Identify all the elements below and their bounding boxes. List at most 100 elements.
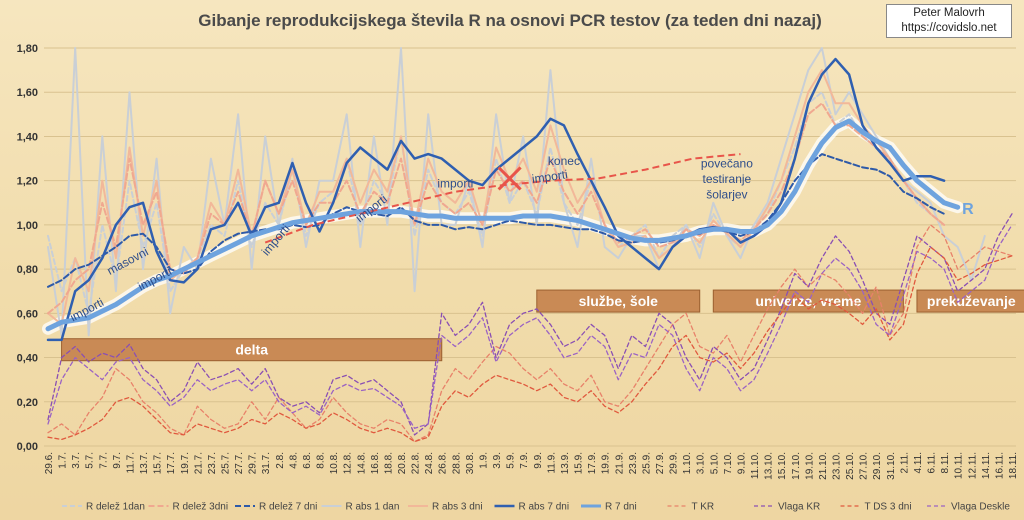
credit-author: Peter Malovrh [913,7,985,19]
series-line [47,213,1013,436]
y-tick-label: 0,20 [17,397,38,409]
legend-label: R abs 7 dni [519,502,570,513]
x-tick-label: 1.10. [682,452,693,474]
cross-mark [497,166,522,191]
x-tick-label: 21.7. [193,452,204,474]
x-tick-label: 1.7. [58,452,69,469]
x-tick-label: 13.7. [139,452,150,474]
x-tick-label: 29.7. [248,452,259,474]
x-tick-label: 30.8. [465,452,476,474]
x-axis: 29.6. 1.7. 3.7. 5.7. 7.7. 9.7. 11.7. 13.7. 15.7.… [44,452,1019,480]
x-tick-label: 25.7. [221,452,232,474]
x-tick-label: 27.9. [655,452,666,474]
y-tick-label: 0,80 [17,264,38,276]
x-tick-label: 31.7. [261,452,272,474]
legend-label: T KR [692,502,715,513]
x-tick-label: 9.7. [112,452,123,469]
x-tick-label: 21.10. [818,452,829,480]
y-tick-label: 0,40 [17,353,38,365]
x-tick-label: 8.11. [940,452,951,474]
band-label: prekuževanje [927,293,1016,309]
x-tick-label: 21.9. [614,452,625,474]
x-tick-label: 11.9. [546,452,557,474]
legend-label: R abs 1 dan [346,502,400,513]
x-tick-label: 17.7. [166,452,177,474]
x-tick-label: 15.10. [777,452,788,480]
legend-label: R abs 3 dni [432,502,483,513]
x-tick-label: 5.10. [709,452,720,474]
y-axis: 0,00 0,20 0,40 0,60 0,80 1,00 1,20 1,40 1,60 1,80 [17,43,38,453]
credit-box: Peter Malovrh https://covidslo.net [886,4,1012,38]
y-tick-label: 1,00 [17,220,38,232]
x-tick-label: 7.10. [723,452,734,474]
band [916,289,1024,313]
legend: R delež 1dan R delež 3dni R delež 7 dni R a… [62,502,1010,513]
series-line [45,118,961,332]
x-tick-label: 6.11. [927,452,938,474]
x-tick-label: 4.11. [913,452,924,474]
x-tick-label: 13.9. [560,452,571,474]
grid [44,47,1016,447]
x-tick-label: 7.7. [98,452,109,469]
series-line [47,246,1013,443]
y-tick-label: 1,40 [17,131,38,143]
x-tick-label: 8.8. [316,452,327,469]
x-tick-label: 16.8. [370,452,381,474]
x-tick-label: 19.9. [601,452,612,474]
legend-label: R delež 1dan [86,502,145,513]
x-tick-label: 25.9. [641,452,652,474]
x-tick-label: 27.7. [234,452,245,474]
legend-label: Vlaga KR [778,502,820,513]
x-tick-label: 29.9. [669,452,680,474]
x-tick-label: 9.10. [736,452,747,474]
band-label: delta [235,342,268,358]
x-tick-label: 23.9. [628,452,639,474]
annotation-text: testiranje [703,172,752,186]
series-line [47,224,1013,443]
series-line [47,224,1013,429]
x-tick-label: 10.11. [954,452,965,479]
x-tick-label: 2.8. [275,452,286,469]
chart-title: Gibanje reprodukcijskega števila R na os… [198,11,822,30]
annotation-text: šolarjev [706,187,747,201]
legend-label: R 7 dni [605,502,637,513]
legend-label: R delež 3dni [173,502,229,513]
x-tick-label: 19.10. [804,452,815,480]
x-tick-label: 6.8. [302,452,313,469]
band-label: službe, šole [579,293,659,309]
x-tick-label: 14.11. [981,452,992,479]
x-tick-label: 11.7. [125,452,136,474]
x-tick-label: 3.9. [492,452,503,469]
band [536,289,701,313]
x-tick-label: 9.9. [533,452,544,469]
legend-label: Vlaga Deskle [951,502,1010,513]
x-tick-label: 17.9. [587,452,598,474]
annotation-text: importi [531,167,569,186]
x-tick-label: 28.8. [451,452,462,474]
x-tick-label: 16.11. [994,452,1005,479]
x-tick-label: 29.10. [872,452,883,480]
legend-label: R delež 7 dni [259,502,317,513]
x-tick-label: 14.8. [356,452,367,474]
annotation-text: povečano [701,156,753,170]
x-tick-label: 17.10. [791,452,802,480]
x-tick-label: 22.8. [411,452,422,474]
x-tick-label: 7.9. [519,452,530,469]
annotation-text: importi [437,176,473,190]
band [61,338,443,362]
x-tick-label: 19.7. [180,452,191,474]
series-end-label: R [962,201,974,218]
x-tick-label: 23.10. [831,452,842,480]
x-tick-label: 11.10. [750,452,761,479]
x-tick-label: 1.9. [478,452,489,469]
x-tick-label: 12.11. [967,452,978,479]
x-tick-label: 3.10. [696,452,707,474]
x-tick-label: 5.7. [85,452,96,469]
y-tick-label: 0,00 [17,441,38,453]
annotation-text: konec [548,154,580,168]
legend-label: T DS 3 dni [865,502,912,513]
x-tick-label: 25.10. [845,452,856,480]
